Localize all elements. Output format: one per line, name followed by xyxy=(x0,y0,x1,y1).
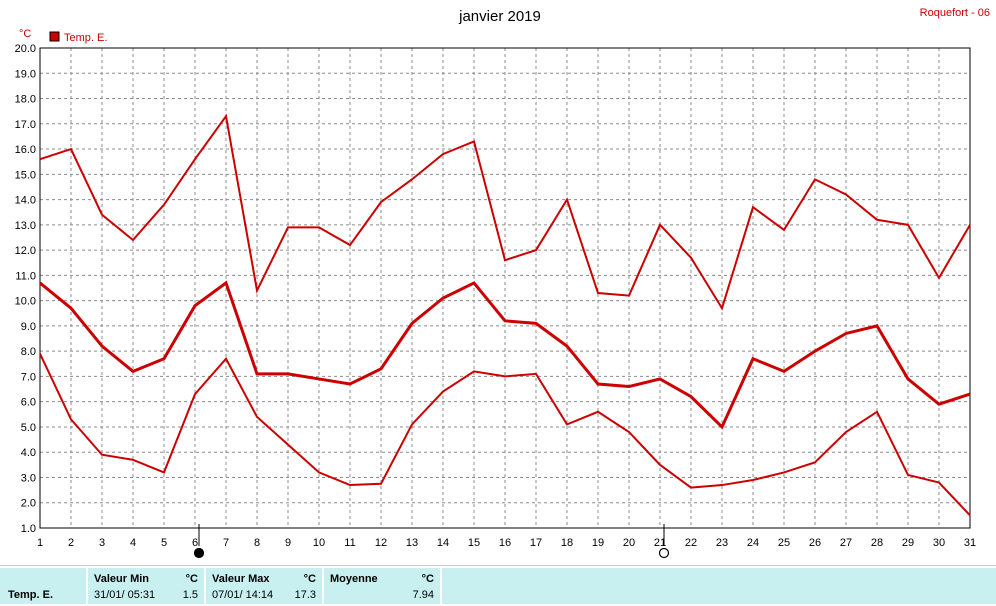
footer-avg-value: 7.94 xyxy=(412,589,434,601)
summary-footer: Temp. E. Valeur Min °C 31/01/ 05:31 1.5 … xyxy=(0,565,996,606)
y-tick-label: 20.0 xyxy=(15,43,36,55)
y-tick-label: 8.0 xyxy=(21,346,36,358)
x-tick-label: 30 xyxy=(933,537,945,549)
footer-min-unit: °C xyxy=(185,573,198,585)
footer-max-time: 07/01/ 14:14 xyxy=(212,589,274,601)
footer-empty-cell xyxy=(442,568,996,604)
series-line-max xyxy=(39,113,971,311)
x-tick-label: 22 xyxy=(685,537,697,549)
footer-min-value: 1.5 xyxy=(182,589,198,601)
y-tick-label: 17.0 xyxy=(15,119,36,131)
x-tick-label: 1 xyxy=(37,537,43,549)
station-name: Roquefort - 06 xyxy=(920,7,990,19)
x-tick-label: 27 xyxy=(840,537,852,549)
x-tick-label: 17 xyxy=(530,537,542,549)
y-tick-label: 15.0 xyxy=(15,169,36,181)
x-tick-label: 20 xyxy=(623,537,635,549)
footer-max-unit: °C xyxy=(303,573,316,585)
x-tick-label: 28 xyxy=(871,537,883,549)
x-tick-label: 7 xyxy=(223,537,229,549)
footer-min-cell: Valeur Min °C 31/01/ 05:31 1.5 xyxy=(88,568,204,604)
x-tick-label: 25 xyxy=(778,537,790,549)
y-tick-label: 16.0 xyxy=(15,144,36,156)
y-tick-label: 19.0 xyxy=(15,68,36,80)
x-tick-label: 5 xyxy=(161,537,167,549)
footer-min-time: 31/01/ 05:31 xyxy=(94,589,156,601)
footer-label-cell: Temp. E. xyxy=(0,568,86,604)
y-tick-label: 13.0 xyxy=(15,220,36,232)
x-tick-label: 18 xyxy=(561,537,573,549)
x-tick-label: 9 xyxy=(285,537,291,549)
legend-label: Temp. E. xyxy=(64,32,107,44)
y-tick-label: 11.0 xyxy=(15,270,36,282)
y-tick-label: 4.0 xyxy=(21,447,36,459)
x-tick-label: 14 xyxy=(437,537,449,549)
footer-avg-unit: °C xyxy=(421,573,434,585)
chart-title: janvier 2019 xyxy=(458,8,541,25)
y-tick-label: 7.0 xyxy=(21,371,36,383)
series-line-min xyxy=(39,353,971,517)
footer-max-header: Valeur Max xyxy=(212,573,270,585)
x-tick-label: 3 xyxy=(99,537,105,549)
footer-series-label: Temp. E. xyxy=(8,589,54,601)
y-tick-label: 5.0 xyxy=(21,422,36,434)
series-line-mean xyxy=(39,280,971,430)
x-tick-label: 13 xyxy=(406,537,418,549)
x-tick-label: 16 xyxy=(499,537,511,549)
y-tick-label: 1.0 xyxy=(21,523,36,535)
footer-min-header: Valeur Min xyxy=(94,573,150,585)
x-tick-label: 29 xyxy=(902,537,914,549)
y-axis-unit: °C xyxy=(19,28,31,40)
y-tick-label: 18.0 xyxy=(15,94,36,106)
y-tick-label: 12.0 xyxy=(15,245,36,257)
x-tick-label: 19 xyxy=(592,537,604,549)
legend-swatch xyxy=(49,31,60,42)
x-tick-label: 23 xyxy=(716,537,728,549)
new-moon-icon xyxy=(193,547,205,559)
x-tick-label: 2 xyxy=(68,537,74,549)
x-tick-label: 4 xyxy=(130,537,136,549)
x-tick-label: 8 xyxy=(254,537,260,549)
footer-avg-header: Moyenne xyxy=(330,573,378,585)
x-tick-label: 21 xyxy=(654,537,666,549)
plot-area-frame xyxy=(39,47,971,529)
footer-avg-cell: Moyenne °C 7.94 xyxy=(324,568,440,604)
y-tick-label: 2.0 xyxy=(21,498,36,510)
y-tick-label: 10.0 xyxy=(15,296,36,308)
y-tick-label: 6.0 xyxy=(21,397,36,409)
x-tick-label: 26 xyxy=(809,537,821,549)
y-tick-label: 9.0 xyxy=(21,321,36,333)
x-tick-label: 12 xyxy=(375,537,387,549)
footer-max-value: 17.3 xyxy=(294,589,316,601)
y-tick-label: 3.0 xyxy=(21,472,36,484)
x-tick-label: 15 xyxy=(468,537,480,549)
x-tick-label: 31 xyxy=(964,537,976,549)
x-tick-label: 24 xyxy=(747,537,759,549)
y-tick-label: 14.0 xyxy=(15,195,36,207)
x-tick-label: 11 xyxy=(344,537,355,549)
x-tick-label: 10 xyxy=(313,537,325,549)
x-tick-label: 6 xyxy=(192,537,198,549)
full-moon-icon xyxy=(658,547,670,559)
footer-max-cell: Valeur Max °C 07/01/ 14:14 17.3 xyxy=(206,568,322,604)
temperature-chart: janvier 2019 Roquefort - 06 °C Temp. E. … xyxy=(15,7,990,559)
